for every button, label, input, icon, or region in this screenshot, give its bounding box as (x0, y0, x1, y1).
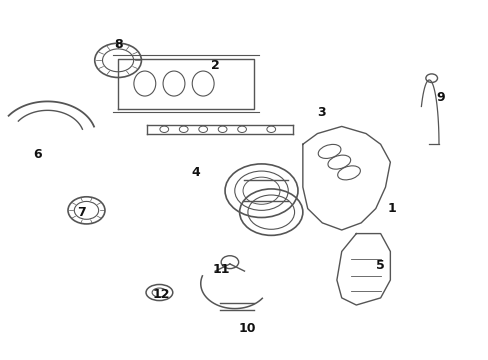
Text: 4: 4 (191, 166, 200, 179)
Text: 6: 6 (33, 148, 41, 162)
Text: 7: 7 (77, 206, 85, 219)
Text: 12: 12 (152, 288, 169, 301)
Text: 10: 10 (238, 322, 255, 335)
Text: 5: 5 (375, 259, 384, 272)
Text: 8: 8 (114, 38, 122, 51)
Text: 9: 9 (436, 91, 444, 104)
Text: 11: 11 (212, 263, 230, 276)
Text: 1: 1 (387, 202, 396, 215)
Text: 2: 2 (210, 59, 219, 72)
Text: 3: 3 (317, 105, 325, 119)
